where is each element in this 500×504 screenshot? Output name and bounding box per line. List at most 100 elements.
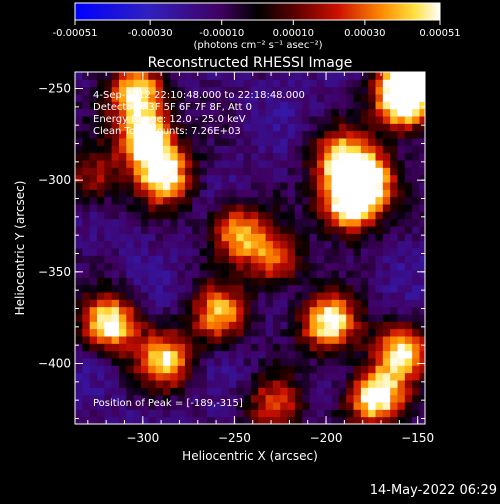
heatmap-cell: [382, 204, 391, 212]
heatmap-cell: [338, 306, 347, 315]
heatmap-cell: [272, 270, 281, 278]
heatmap-cell: [75, 116, 83, 124]
heatmap-cell: [184, 284, 193, 293]
heatmap-cell: [89, 123, 98, 132]
heatmap-cell: [126, 255, 135, 264]
heatmap-cell: [404, 277, 413, 286]
heatmap-cell: [287, 270, 296, 278]
heatmap-cell: [126, 72, 135, 80]
heatmap-cell: [126, 350, 135, 359]
heatmap-cell: [118, 94, 127, 102]
heatmap-cell: [375, 387, 384, 396]
heatmap-cell: [368, 402, 377, 410]
heatmap-cell: [250, 343, 259, 352]
heatmap-cell: [309, 365, 318, 374]
heatmap-cell: [170, 394, 179, 403]
heatmap-cell: [346, 336, 355, 344]
heatmap-cell: [199, 94, 208, 102]
heatmap-cell: [346, 284, 355, 293]
heatmap-cell: [221, 72, 230, 80]
heatmap-cell: [346, 108, 355, 117]
heatmap-cell: [104, 101, 113, 110]
heatmap-cell: [316, 182, 325, 190]
heatmap-cell: [243, 284, 252, 293]
heatmap-cell: [206, 79, 215, 88]
heatmap-cell: [353, 350, 362, 359]
heatmap-cell: [338, 292, 347, 300]
heatmap-cell: [214, 167, 223, 176]
heatmap-cell: [338, 277, 347, 286]
heatmap-cell: [404, 233, 413, 242]
heatmap-cell: [250, 226, 259, 234]
heatmap-cell: [390, 314, 399, 322]
heatmap-cell: [404, 79, 413, 88]
colorbar-tick-label: -0.00030: [128, 28, 173, 39]
heatmap-cell: [177, 160, 186, 168]
heatmap-cell: [368, 189, 377, 198]
heatmap-cell: [228, 116, 237, 124]
heatmap-cell: [192, 336, 201, 344]
heatmap-cell: [346, 350, 355, 359]
heatmap-cell: [214, 321, 223, 330]
heatmap-cell: [140, 350, 149, 359]
heatmap-cell: [155, 233, 164, 242]
heatmap-cell: [272, 240, 281, 249]
heatmap-cell: [287, 167, 296, 176]
heatmap-cell: [214, 123, 223, 132]
heatmap-cell: [390, 72, 399, 80]
heatmap-cell: [82, 358, 91, 366]
heatmap-cell: [118, 292, 127, 300]
heatmap-cell: [368, 145, 377, 154]
heatmap-cell: [338, 152, 347, 161]
heatmap-cell: [360, 343, 369, 352]
heatmap-cell: [375, 277, 384, 286]
heatmap-cell: [96, 365, 105, 374]
heatmap-cell: [126, 416, 135, 424]
heatmap-cell: [353, 116, 362, 124]
heatmap-cell: [140, 299, 149, 308]
heatmap-cell: [140, 145, 149, 154]
heatmap-cell: [214, 409, 223, 418]
heatmap-cell: [397, 409, 406, 418]
heatmap-cell: [170, 314, 179, 322]
heatmap-cell: [133, 262, 142, 271]
heatmap-cell: [89, 101, 98, 110]
heatmap-cell: [397, 262, 406, 271]
heatmap-cell: [280, 189, 289, 198]
heatmap-cell: [236, 182, 245, 190]
heatmap-cell: [236, 343, 245, 352]
heatmap-cell: [294, 72, 303, 80]
heatmap-cell: [177, 350, 186, 359]
heatmap-cell: [360, 152, 369, 161]
heatmap-cell: [148, 94, 157, 102]
heatmap-cell: [82, 72, 91, 80]
heatmap-cell: [272, 328, 281, 337]
heatmap-cell: [309, 372, 318, 381]
heatmap-cell: [155, 123, 164, 132]
heatmap-cell: [287, 211, 296, 220]
heatmap-cell: [236, 262, 245, 271]
heatmap-cell: [228, 380, 237, 388]
heatmap-cell: [404, 138, 413, 146]
heatmap-cell: [338, 321, 347, 330]
heatmap-cell: [214, 248, 223, 256]
heatmap-cell: [89, 108, 98, 117]
heatmap-cell: [206, 86, 215, 95]
heatmap-cell: [133, 160, 142, 168]
heatmap-cell: [338, 189, 347, 198]
heatmap-cell: [404, 182, 413, 190]
heatmap-cell: [82, 174, 91, 183]
heatmap-cell: [155, 409, 164, 418]
heatmap-cell: [412, 196, 421, 205]
heatmap-cell: [331, 358, 340, 366]
heatmap-cell: [243, 416, 252, 424]
heatmap-cell: [75, 284, 83, 293]
heatmap-cell: [199, 343, 208, 352]
heatmap-cell: [96, 130, 105, 139]
heatmap-cell: [250, 306, 259, 315]
heatmap-cell: [199, 402, 208, 410]
heatmap-cell: [75, 358, 83, 366]
heatmap-cell: [75, 277, 83, 286]
heatmap-cell: [294, 328, 303, 337]
heatmap-cell: [331, 350, 340, 359]
